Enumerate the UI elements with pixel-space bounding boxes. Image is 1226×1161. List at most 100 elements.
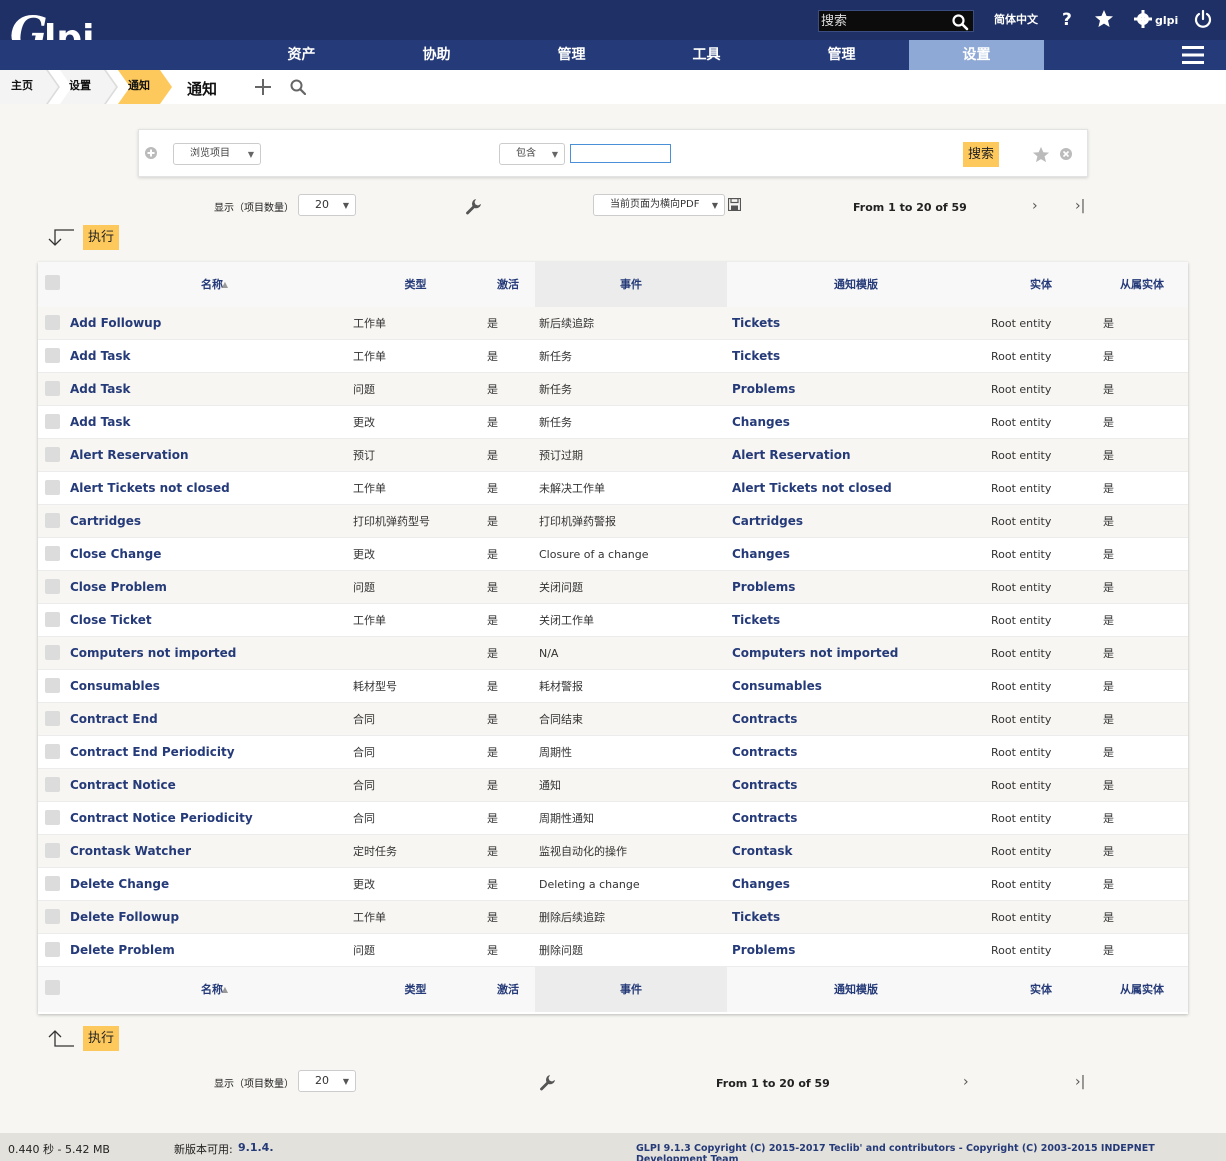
row-checkbox[interactable]: [45, 348, 60, 363]
row-checkbox[interactable]: [45, 447, 60, 462]
row-checkbox[interactable]: [45, 876, 60, 891]
row-template-link[interactable]: Tickets: [732, 316, 781, 330]
menu-setup[interactable]: 设置: [909, 40, 1044, 70]
row-name-link[interactable]: Add Task: [70, 382, 131, 396]
breadcrumb-setup[interactable]: 设置: [69, 79, 91, 92]
row-template-link[interactable]: Problems: [732, 580, 796, 594]
footer-new-version-link[interactable]: 9.1.4.: [238, 1141, 274, 1154]
menu-management[interactable]: 管理: [557, 47, 586, 63]
row-name-link[interactable]: Add Followup: [70, 316, 162, 330]
footer-copyright[interactable]: GLPI 9.1.3 Copyright (C) 2015-2017 Tecli…: [636, 1143, 1155, 1161]
criteria-operator-select[interactable]: 包含 ▼: [499, 143, 565, 165]
header-name[interactable]: 名称: [201, 278, 223, 291]
footer-header-event[interactable]: 事件: [535, 967, 727, 1012]
header-template[interactable]: 通知模版: [834, 278, 878, 291]
row-name-link[interactable]: Consumables: [70, 679, 160, 693]
help-icon[interactable]: ?: [1057, 9, 1077, 29]
row-template-link[interactable]: Contracts: [732, 778, 798, 792]
row-name-link[interactable]: Computers not imported: [70, 646, 237, 660]
row-template-link[interactable]: Changes: [732, 877, 790, 891]
row-name-link[interactable]: Close Problem: [70, 580, 167, 594]
save-icon[interactable]: [728, 198, 741, 211]
menu-assets[interactable]: 资产: [287, 47, 316, 63]
wrench-icon[interactable]: [539, 1074, 556, 1091]
row-checkbox[interactable]: [45, 546, 60, 561]
row-checkbox[interactable]: [45, 909, 60, 924]
row-name-link[interactable]: Crontask Watcher: [70, 844, 192, 858]
export-select[interactable]: 当前页面为横向PDF ▼: [593, 194, 725, 216]
row-checkbox[interactable]: [45, 843, 60, 858]
row-checkbox[interactable]: [45, 513, 60, 528]
hamburger-icon[interactable]: [1182, 46, 1204, 64]
execute-button[interactable]: 执行: [83, 225, 119, 250]
row-checkbox[interactable]: [45, 480, 60, 495]
header-event[interactable]: 事件: [535, 262, 727, 307]
row-template-link[interactable]: Tickets: [732, 613, 781, 627]
global-search-input[interactable]: [821, 13, 949, 29]
breadcrumb-notifications[interactable]: 通知: [128, 79, 150, 92]
search-button[interactable]: 搜索: [963, 142, 999, 167]
row-checkbox[interactable]: [45, 645, 60, 660]
page-size-select[interactable]: 20 ▼: [298, 194, 356, 216]
footer-header-active[interactable]: 激活: [497, 983, 519, 996]
row-checkbox[interactable]: [45, 711, 60, 726]
row-template-link[interactable]: Contracts: [732, 712, 798, 726]
row-name-link[interactable]: Cartridges: [70, 514, 142, 528]
row-name-link[interactable]: Add Task: [70, 349, 131, 363]
gear-icon[interactable]: [1133, 9, 1153, 29]
row-checkbox[interactable]: [45, 612, 60, 627]
row-name-link[interactable]: Contract End Periodicity: [70, 745, 235, 759]
row-name-link[interactable]: Delete Change: [70, 877, 170, 891]
header-sub-entity[interactable]: 从属实体: [1120, 278, 1164, 291]
row-name-link[interactable]: Close Ticket: [70, 613, 152, 627]
select-all-checkbox-bottom[interactable]: [45, 980, 60, 995]
footer-header-template[interactable]: 通知模版: [834, 983, 878, 996]
language-selector[interactable]: 简体中文: [994, 13, 1038, 26]
last-page-icon[interactable]: ›|: [1075, 198, 1086, 214]
last-page-icon[interactable]: ›|: [1075, 1074, 1086, 1090]
row-name-link[interactable]: Alert Tickets not closed: [70, 481, 230, 495]
row-template-link[interactable]: Problems: [732, 382, 796, 396]
row-template-link[interactable]: Alert Reservation: [732, 448, 851, 462]
row-checkbox[interactable]: [45, 810, 60, 825]
row-template-link[interactable]: Alert Tickets not closed: [732, 481, 892, 495]
row-checkbox[interactable]: [45, 315, 60, 330]
row-template-link[interactable]: Tickets: [732, 910, 781, 924]
row-checkbox[interactable]: [45, 678, 60, 693]
next-page-icon[interactable]: ›: [1032, 198, 1038, 214]
criteria-field-select[interactable]: 浏览项目 ▼: [173, 143, 261, 165]
menu-tools[interactable]: 工具: [692, 47, 721, 63]
wrench-icon[interactable]: [465, 198, 482, 215]
header-type[interactable]: 类型: [404, 278, 427, 291]
footer-header-entity[interactable]: 实体: [1030, 983, 1052, 996]
row-template-link[interactable]: Computers not imported: [732, 646, 899, 660]
row-template-link[interactable]: Contracts: [732, 745, 798, 759]
row-template-link[interactable]: Crontask: [732, 844, 793, 858]
close-icon[interactable]: [1060, 148, 1072, 160]
menu-assistance[interactable]: 协助: [422, 47, 451, 63]
header-active[interactable]: 激活: [497, 278, 519, 291]
row-name-link[interactable]: Close Change: [70, 547, 162, 561]
row-name-link[interactable]: Add Task: [70, 415, 131, 429]
row-template-link[interactable]: Problems: [732, 943, 796, 957]
row-name-link[interactable]: Alert Reservation: [70, 448, 189, 462]
breadcrumb-home[interactable]: 主页: [11, 79, 33, 92]
row-checkbox[interactable]: [45, 777, 60, 792]
row-checkbox[interactable]: [45, 381, 60, 396]
execute-button-bottom[interactable]: 执行: [83, 1026, 119, 1051]
footer-header-type[interactable]: 类型: [404, 983, 427, 996]
row-template-link[interactable]: Tickets: [732, 349, 781, 363]
row-name-link[interactable]: Contract Notice: [70, 778, 176, 792]
add-criteria-icon[interactable]: [145, 147, 157, 159]
row-name-link[interactable]: Delete Problem: [70, 943, 175, 957]
search-list-icon[interactable]: [290, 79, 306, 95]
criteria-value-input[interactable]: [570, 144, 671, 163]
row-template-link[interactable]: Changes: [732, 547, 790, 561]
next-page-icon[interactable]: ›: [963, 1074, 969, 1090]
footer-header-name[interactable]: 名称: [201, 983, 223, 996]
row-template-link[interactable]: Cartridges: [732, 514, 804, 528]
select-all-checkbox[interactable]: [45, 275, 60, 290]
power-icon[interactable]: [1193, 9, 1213, 29]
star-icon[interactable]: [1094, 9, 1114, 29]
menu-administration[interactable]: 管理: [827, 47, 856, 63]
